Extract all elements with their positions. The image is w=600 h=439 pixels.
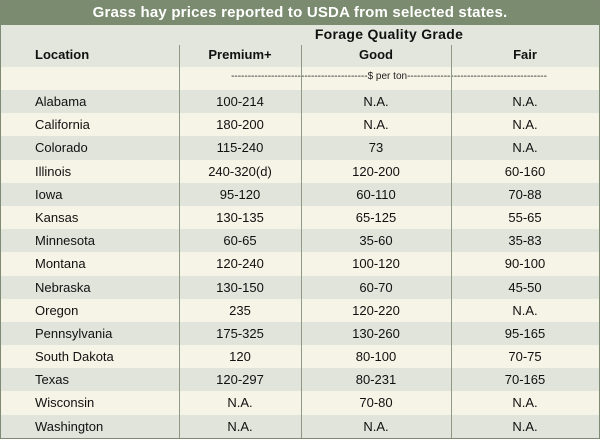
table-row: Oregon 235 120-220 N.A.: [1, 298, 599, 322]
premium-cell: 95-120: [219, 186, 261, 202]
premium-cell: 130-135: [216, 209, 264, 225]
table-row: South Dakota 120 80-100 70-75: [1, 345, 599, 369]
premium-cell: 180-200: [216, 117, 264, 133]
premium-cell: N.A.: [227, 395, 253, 411]
table-row: Iowa 95-120 60-110 70-88: [1, 182, 599, 206]
premium-cell: 115-240: [216, 140, 264, 156]
location-cell: South Dakota: [35, 349, 114, 365]
premium-cell: 120-240: [216, 256, 264, 272]
good-cell: N.A.: [363, 418, 389, 434]
grade-group-header: Forage Quality Grade: [314, 26, 464, 42]
premium-cell: 240-320(d): [208, 163, 272, 179]
location-cell: Kansas: [35, 209, 79, 225]
location-cell: Nebraska: [35, 279, 91, 295]
location-cell: Colorado: [35, 140, 88, 156]
table-title: Grass hay prices reported to USDA from s…: [1, 1, 599, 25]
premium-cell: 120: [229, 349, 251, 365]
good-cell: 80-100: [355, 349, 397, 365]
good-cell: 73: [368, 140, 384, 156]
unit-label: ----------------------------------------…: [231, 71, 547, 82]
premium-cell: 60-65: [223, 233, 257, 249]
table-row: Washington N.A. N.A. N.A.: [1, 414, 599, 438]
good-cell: 60-110: [356, 186, 396, 202]
good-cell: 80-231: [355, 372, 397, 388]
fair-cell: N.A.: [512, 94, 538, 109]
location-column-header: Location: [35, 47, 90, 62]
location-cell: Wisconsin: [35, 395, 95, 411]
fair-cell: N.A.: [512, 117, 538, 133]
location-cell: Alabama: [35, 94, 87, 109]
location-cell: Oregon: [35, 302, 79, 318]
table-row: Illinois 240-320(d) 120-200 60-160: [1, 159, 599, 183]
table-row: Texas 120-297 80-231 70-165: [1, 368, 599, 392]
good-cell: 60-70: [359, 279, 393, 295]
fair-cell: 90-100: [504, 256, 546, 272]
good-cell: 120-220: [352, 302, 400, 318]
table-row: Minnesota 60-65 35-60 35-83: [1, 229, 599, 253]
table-row: Kansas 130-135 65-125 55-65: [1, 205, 599, 230]
good-cell: 70-80: [359, 395, 393, 411]
premium-column-header: Premium+: [208, 47, 272, 62]
column-divider: [301, 45, 302, 438]
fair-cell: 70-75: [508, 349, 542, 365]
column-divider: [451, 45, 452, 438]
good-cell: 100-120: [352, 256, 400, 272]
premium-cell: 130-150: [216, 279, 264, 295]
fair-column-header: Fair: [513, 47, 537, 62]
table-row: California 180-200 N.A. N.A.: [1, 113, 599, 137]
fair-cell: 45-50: [508, 279, 542, 295]
table-row: Montana 120-240 100-120 90-100: [1, 252, 599, 276]
premium-cell: 100-214: [216, 94, 264, 109]
table-row: Colorado 115-240 73 N.A.: [1, 136, 599, 160]
table-body: Alabama 100-214 N.A. N.A. California 180-200 N…: [1, 90, 599, 438]
good-column-header: Good: [359, 47, 393, 62]
premium-cell: 175-325: [216, 325, 264, 341]
fair-cell: N.A.: [512, 395, 538, 411]
table-row: Pennsylvania 175-325 130-260 95-165: [1, 321, 599, 346]
fair-cell: 55-65: [508, 209, 542, 225]
premium-cell: N.A.: [227, 418, 253, 434]
good-cell: N.A.: [363, 94, 389, 109]
fair-cell: 60-160: [504, 163, 546, 179]
good-cell: N.A.: [363, 117, 389, 133]
location-cell: Montana: [35, 256, 86, 272]
location-cell: Texas: [35, 372, 69, 388]
good-cell: 120-200: [352, 163, 400, 179]
fair-cell: N.A.: [512, 418, 538, 434]
location-cell: Minnesota: [35, 233, 95, 249]
fair-cell: N.A.: [512, 302, 538, 318]
premium-cell: 235: [229, 302, 251, 318]
fair-cell: N.A.: [512, 140, 538, 156]
location-cell: Illinois: [35, 163, 72, 179]
unit-row: ----------------------------------------…: [1, 67, 599, 90]
location-cell: Washington: [35, 418, 104, 434]
column-divider: [179, 45, 180, 438]
good-cell: 65-125: [355, 209, 397, 225]
good-cell: 130-260: [352, 325, 400, 341]
location-cell: California: [35, 117, 90, 133]
location-cell: Pennsylvania: [35, 325, 113, 341]
location-cell: Iowa: [35, 186, 63, 202]
premium-cell: 120-297: [216, 372, 264, 388]
table-row: Nebraska 130-150 60-70 45-50: [1, 275, 599, 299]
good-cell: 35-60: [359, 233, 393, 249]
table-row: Alabama 100-214 N.A. N.A.: [1, 90, 599, 114]
table-header: Forage Quality Grade Location Premium+ G…: [1, 25, 599, 67]
table-row: Wisconsin N.A. 70-80 N.A.: [1, 391, 599, 415]
fair-cell: 70-88: [508, 186, 542, 202]
fair-cell: 95-165: [504, 325, 546, 341]
fair-cell: 70-165: [504, 372, 546, 388]
fair-cell: 35-83: [508, 233, 542, 249]
